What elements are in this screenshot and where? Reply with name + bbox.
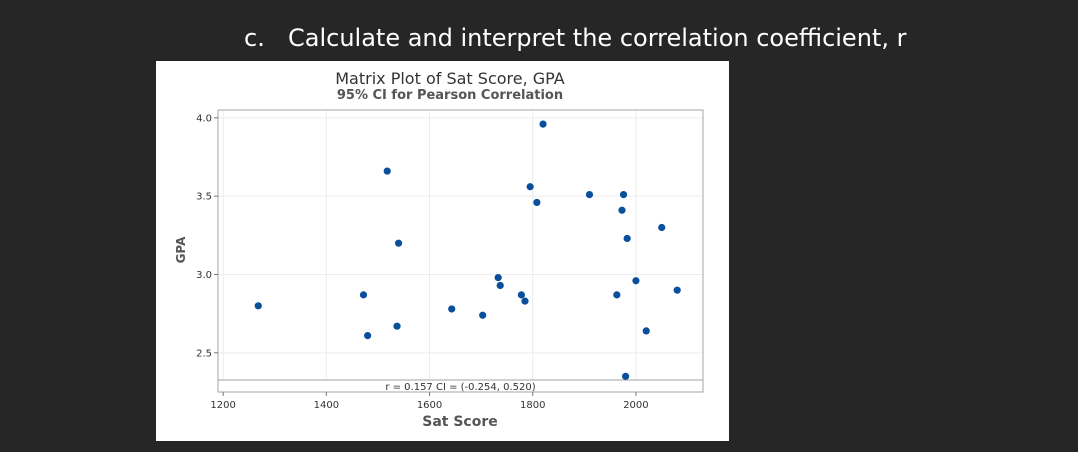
x-tick-label: 1400: [314, 400, 339, 411]
correlation-annotation: r = 0.157 CI = (-0.254, 0.520): [385, 382, 535, 393]
y-tick-label: 4.0: [196, 113, 212, 124]
y-tick-label: 3.0: [196, 270, 212, 281]
data-point: [494, 274, 502, 282]
matrix-plot-figure: Matrix Plot of Sat Score, GPA 95% CI for…: [156, 61, 729, 441]
data-point: [526, 183, 534, 191]
y-tick-label: 3.5: [196, 192, 212, 203]
data-point: [619, 191, 628, 199]
data-point: [448, 305, 456, 313]
chart-title: Matrix Plot of Sat Score, GPA: [335, 69, 565, 88]
data-point: [254, 302, 262, 310]
x-tick-label: 1800: [520, 400, 545, 411]
data-point: [533, 198, 541, 207]
data-point: [496, 281, 504, 290]
x-tick-label: 1200: [210, 400, 235, 411]
item-letter: c.: [244, 24, 265, 52]
plot-background: [218, 110, 703, 392]
y-axis-label: GPA: [174, 236, 188, 264]
data-point: [383, 167, 391, 175]
data-point: [359, 291, 368, 299]
scatter-chart: Matrix Plot of Sat Score, GPA 95% CI for…: [174, 69, 704, 430]
data-point: [632, 277, 640, 285]
data-point: [521, 297, 529, 305]
data-point: [673, 286, 681, 294]
data-point: [517, 291, 525, 299]
plot-area: [217, 109, 704, 393]
plot-frame: [217, 109, 704, 393]
x-axis-label: Sat Score: [422, 414, 498, 430]
data-point: [618, 206, 626, 214]
heading-text: Calculate and interpret the correlation …: [288, 24, 907, 52]
slide-heading: c. Calculate and interpret the correlatio…: [244, 24, 906, 52]
x-tick-label: 2000: [623, 400, 648, 411]
data-point: [393, 322, 401, 330]
data-point: [479, 311, 487, 319]
y-tick-label: 2.5: [196, 348, 212, 359]
data-point: [613, 291, 621, 299]
data-point: [364, 332, 372, 340]
x-tick-label: 1600: [417, 400, 442, 411]
data-point: [623, 234, 631, 243]
data-point: [585, 191, 594, 199]
data-point: [642, 327, 650, 335]
data-point: [394, 239, 403, 247]
data-point: [658, 223, 666, 232]
data-point: [539, 120, 547, 128]
chart-subtitle: 95% CI for Pearson Correlation: [337, 88, 563, 103]
data-point: [622, 372, 630, 380]
